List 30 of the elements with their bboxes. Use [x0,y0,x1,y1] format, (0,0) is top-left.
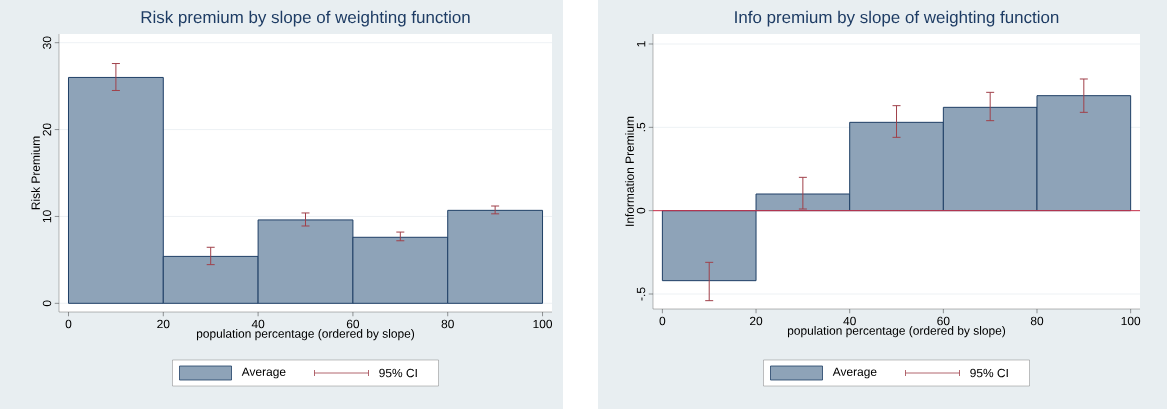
x-tick-label: 0 [65,319,72,329]
x-tick-label: 100 [533,319,553,329]
y-axis-title: Risk Premium [31,136,40,210]
y-tick-label: 1 [637,41,646,47]
x-tick-label: 60 [937,316,950,326]
y-tick-label: -.5 [636,287,646,301]
x-tick-label: 100 [1121,316,1141,326]
y-tick-label: 20 [42,123,52,136]
x-axis-title: population percentage (ordered by slope) [196,329,415,341]
y-tick-label: 0 [636,207,646,214]
chart-title: Risk premium by slope of weighting function [141,10,470,27]
x-tick-label: 20 [157,319,170,329]
x-tick-label: 0 [659,316,666,326]
y-tick-label: .5 [636,122,646,132]
legend-label: Average [241,367,286,379]
x-tick-label: 60 [346,319,360,329]
x-tick-label: 40 [251,319,265,329]
legend-label: Average [832,367,877,379]
x-axis-title: population percentage (ordered by slope) [787,326,1006,338]
chart-title: Info premium by slope of weighting function [735,10,1059,27]
text: 95% CI [379,368,417,378]
y-tick-label: 10 [42,210,52,223]
x-tick-label: 80 [441,319,454,329]
y-tick-label: 0 [42,300,52,307]
y-tick-label: 30 [42,36,52,49]
text: 95% CI [970,368,1008,378]
y-axis-title: Information Premium [625,116,634,226]
x-tick-label: 40 [843,316,856,326]
x-tick-label: 20 [749,316,763,326]
x-tick-label: 80 [1030,316,1044,326]
